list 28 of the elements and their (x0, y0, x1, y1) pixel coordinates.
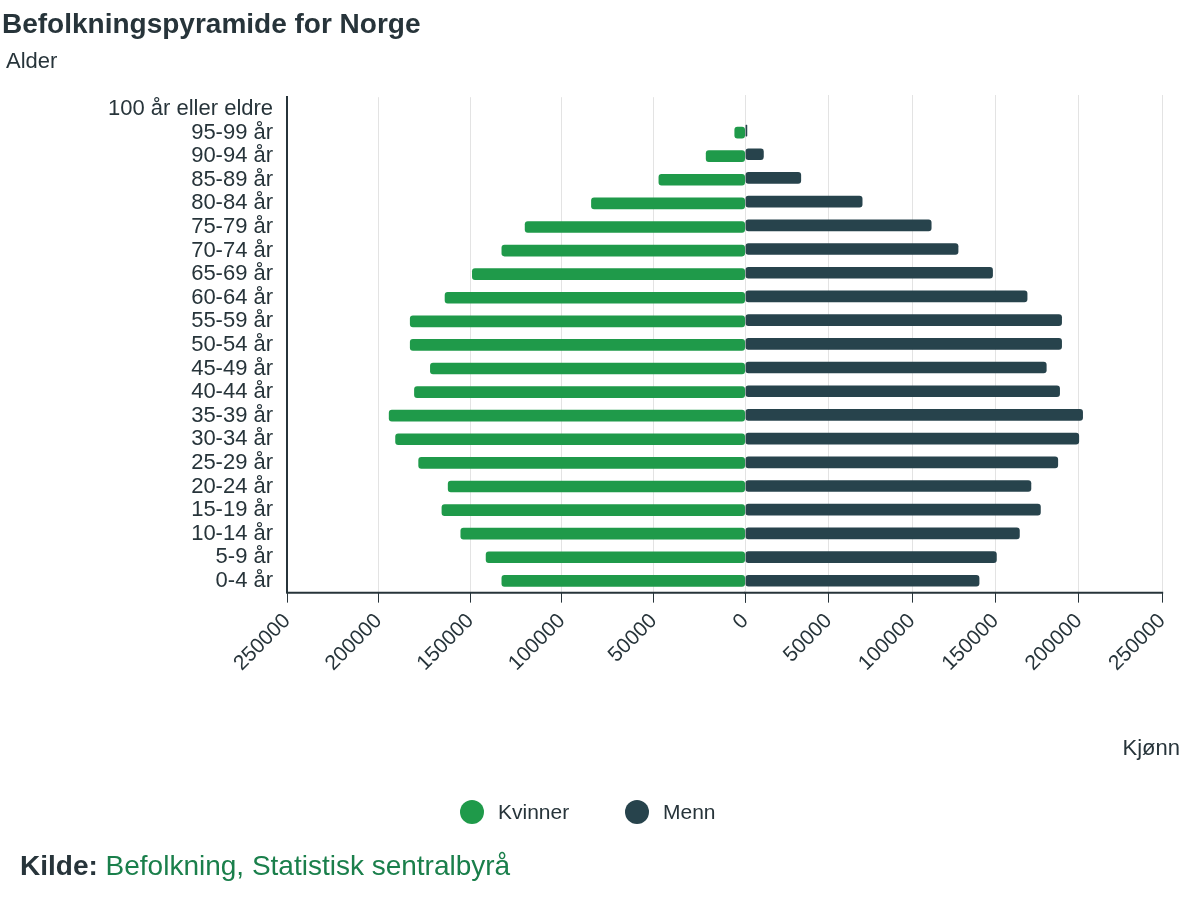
text: Kilde: Befolkning, Statistisk sentralbyrå (20, 850, 511, 881)
x-tick-label: 0 (727, 608, 752, 633)
y-tick-label: 40-44 år (190, 378, 273, 404)
y-tick-label: 65-69 år (190, 260, 273, 286)
x-axis-title: Kjønn (1122, 735, 1180, 761)
legend-label: Kvinner (498, 800, 570, 824)
y-axis-title: Alder (6, 48, 58, 74)
y-tick-label: 100 år eller eldre (107, 95, 273, 121)
y-tick-label: 15-19 år (190, 496, 273, 522)
y-tick-label: 5-9 år (215, 543, 273, 569)
y-tick-label: 55-59 år (190, 307, 273, 333)
y-tick-label: 85-89 år (190, 165, 273, 191)
chart-title: Befolkningspyramide for Norge (2, 8, 421, 40)
y-tick-label: 80-84 år (190, 189, 273, 215)
y-tick-label: 10-14 år (190, 519, 273, 545)
y-tick-label: 90-94 år (190, 142, 273, 168)
y-tick-label: 0-4 år (215, 566, 273, 592)
y-tick-label: 20-24 år (190, 472, 273, 498)
y-tick-label: 95-99 år (190, 118, 273, 144)
y-tick-label: 50-54 år (190, 330, 273, 356)
y-tick-label: 25-29 år (190, 448, 273, 474)
y-tick-label: 35-39 år (190, 401, 273, 427)
y-tick-label: 45-49 år (190, 354, 273, 380)
y-tick-label: 30-34 år (190, 425, 273, 451)
y-tick-label: 75-79 år (190, 213, 273, 239)
y-tick-label: 70-74 år (190, 236, 273, 262)
legend-label: Menn (663, 800, 716, 824)
y-tick-label: 60-64 år (190, 283, 273, 309)
